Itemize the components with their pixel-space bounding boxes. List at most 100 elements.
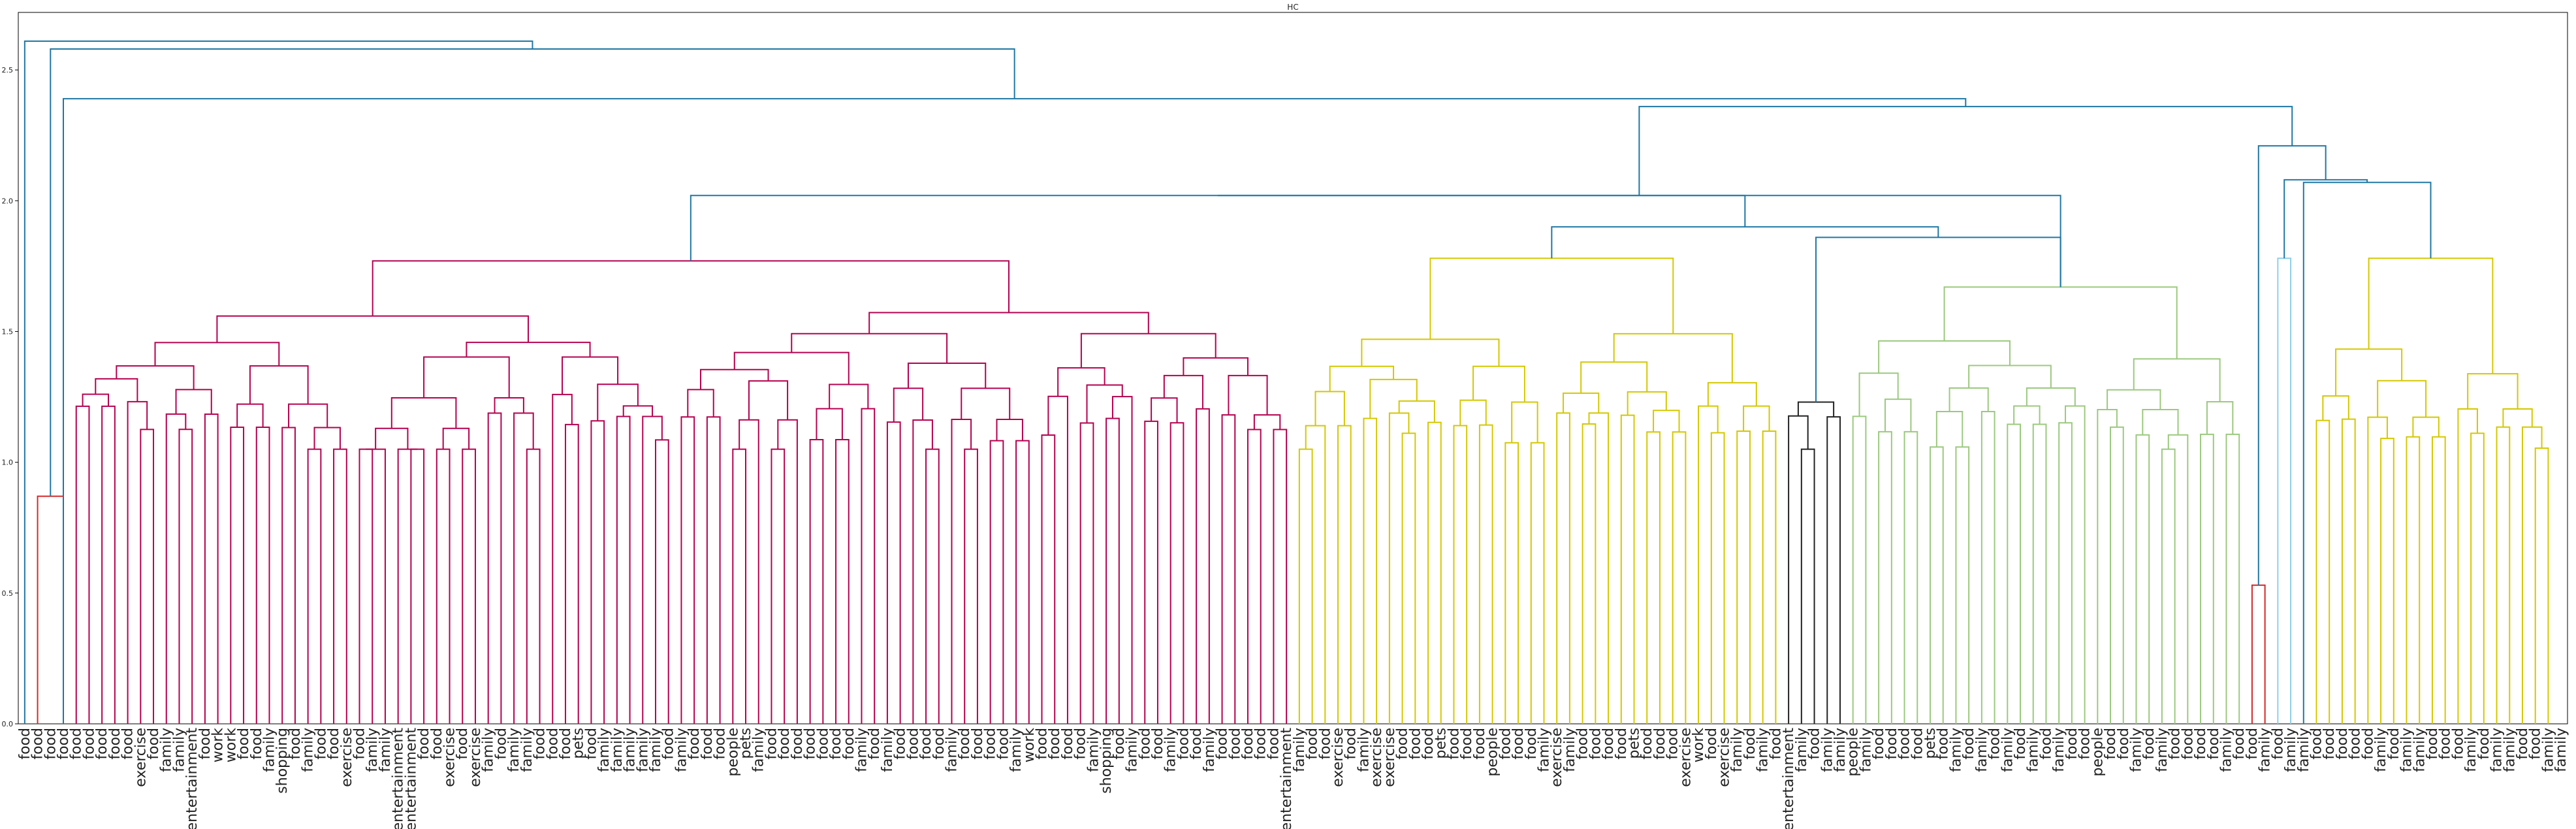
leaf-labels: foodfoodfoodfoodfoodfoodfoodfoodfoodexer…	[17, 728, 2569, 829]
leaf-label: food	[1897, 728, 1913, 760]
dendrogram-link	[642, 415, 663, 724]
dendrogram-link	[1980, 410, 1996, 724]
leaf-label: food	[2141, 728, 2157, 760]
leaf-label: food	[763, 728, 780, 760]
leaf-label: food	[1253, 728, 1269, 760]
leaf-label: family	[506, 728, 522, 772]
dendrogram-link	[101, 405, 116, 724]
leaf-label: food	[2116, 728, 2132, 760]
dendrogram-link	[1478, 424, 1493, 724]
dendrogram-link	[2251, 584, 2266, 724]
dendrogram-link	[1736, 431, 1751, 724]
leaf-label: family	[1999, 728, 2016, 772]
leaf-label: family	[2026, 728, 2042, 772]
leaf-label: food	[454, 728, 471, 760]
dendrogram-link	[1183, 357, 1248, 376]
dendrogram-link	[1530, 442, 1545, 724]
dendrogram-link	[333, 448, 347, 724]
dendrogram-link	[116, 365, 195, 390]
leaf-label: entertainment	[1781, 728, 1797, 829]
leaf-label: family	[1729, 728, 1745, 772]
dendrogram-link	[1305, 425, 1326, 724]
leaf-label: exercise	[133, 728, 149, 787]
leaf-label: food	[2528, 728, 2544, 760]
dendrogram-link	[255, 426, 270, 724]
dendrogram-link	[989, 440, 1004, 724]
leaf-label: food	[789, 728, 806, 760]
leaf-label: food	[1987, 728, 2003, 760]
y-tick-label: 0.0	[2, 720, 14, 728]
dendrogram-link	[868, 312, 1149, 334]
dendrogram-link	[687, 389, 714, 417]
dendrogram-link	[24, 41, 533, 724]
dendrogram-link	[2065, 405, 2086, 724]
leaf-label: exercise	[1678, 728, 1694, 787]
dendrogram-link	[2026, 387, 2076, 406]
leaf-label: food	[1137, 728, 1153, 760]
leaf-label: exercise	[339, 728, 355, 787]
leaf-label: food	[146, 728, 162, 760]
dendrogram-link	[288, 403, 328, 428]
dendrogram-link	[442, 427, 470, 449]
dendrogram-link	[1429, 257, 1674, 340]
leaf-label: food	[1317, 728, 1333, 760]
leaf-label: food	[1215, 728, 1231, 760]
dendrogram-link	[912, 419, 933, 724]
leaf-label: exercise	[1717, 728, 1733, 787]
leaf-label: food	[1587, 728, 1604, 760]
dendrogram-link	[390, 397, 457, 429]
leaf-label: work	[223, 728, 239, 762]
dendrogram-link	[513, 412, 534, 724]
leaf-label: family	[2540, 728, 2556, 772]
dendrogram-link	[154, 342, 280, 366]
dendrogram-link	[861, 408, 876, 724]
leaf-label: food	[1497, 728, 1514, 760]
leaf-label: food	[1073, 728, 1089, 760]
dendrogram-link	[1948, 387, 1989, 412]
leaf-label: entertainment	[184, 728, 200, 829]
leaf-label: food	[1614, 728, 1630, 760]
leaf-label: food	[2270, 728, 2286, 760]
dendrogram-link	[1218, 195, 2061, 287]
leaf-label: food	[1961, 728, 1977, 760]
dendrogram-link	[249, 365, 309, 404]
dendrogram-link	[1762, 431, 1777, 724]
dendrogram-link	[2277, 257, 2292, 724]
dendrogram-link	[1169, 422, 1185, 724]
dendrogram-link	[2368, 257, 2494, 374]
dendrogram-link	[1298, 448, 1313, 724]
dendrogram-link	[1551, 226, 1939, 259]
leaf-label: food	[661, 728, 677, 760]
dendrogram-link	[1363, 417, 1378, 724]
leaf-label: food	[1884, 728, 1900, 760]
leaf-label: food	[17, 728, 33, 760]
leaf-label: food	[1407, 728, 1423, 760]
dendrogram-link	[230, 426, 245, 724]
dendrogram-link	[2110, 426, 2124, 724]
leaf-label: food	[2425, 728, 2441, 760]
dendrogram-link	[1556, 412, 1570, 724]
leaf-label: family	[673, 728, 690, 772]
leaf-label: food	[1639, 728, 1655, 760]
dendrogram-link	[366, 448, 386, 724]
dendrogram-link	[1800, 448, 1815, 724]
dendrogram-link	[1086, 384, 1123, 423]
leaf-label: food	[1047, 728, 1063, 760]
dendrogram-link	[1057, 367, 1105, 397]
leaf-label: food	[2077, 728, 2093, 760]
leaf-label: food	[2334, 728, 2351, 760]
dendrogram-link	[526, 448, 541, 724]
leaf-label: food	[803, 728, 819, 760]
leaf-label: food	[699, 728, 716, 760]
dendrogram-link	[1151, 397, 1178, 423]
leaf-label: food	[2321, 728, 2338, 760]
dendrogram-link	[423, 356, 510, 398]
dendrogram-link	[1337, 425, 1352, 724]
leaf-label: family	[377, 728, 394, 772]
dendrogram-link	[907, 362, 987, 389]
dendrogram-link	[1930, 446, 1944, 724]
dendrogram-link	[1247, 429, 1262, 724]
dendrogram-link	[2341, 418, 2356, 724]
